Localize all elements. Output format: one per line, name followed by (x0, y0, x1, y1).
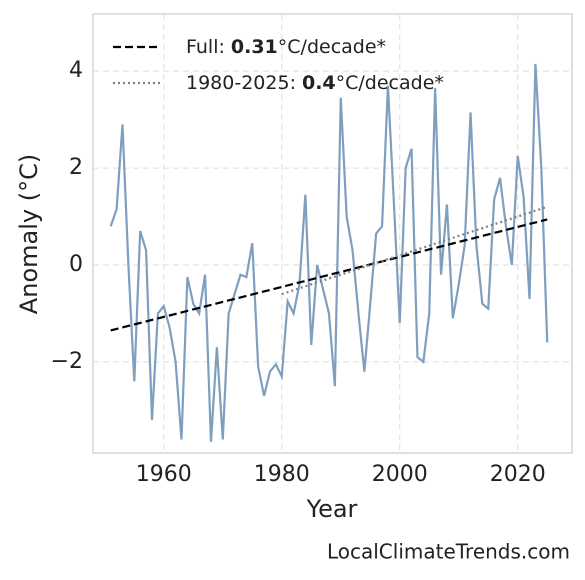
plot-frame (92, 13, 573, 454)
legend-unit: °C/decade* (336, 72, 444, 94)
watermark: LocalClimateTrends.com (327, 540, 570, 564)
legend-entry: 1980-2025: 0.4°C/decade* (186, 72, 444, 94)
y-tick-label: 0 (69, 252, 83, 277)
y-tick-label: 2 (69, 155, 83, 180)
legend-rate: 0.31 (231, 36, 278, 58)
trend-line (110, 218, 548, 332)
x-tick-label: 1980 (254, 462, 310, 487)
trend-line (281, 205, 548, 296)
y-axis-label: Anomaly (°C) (15, 154, 43, 314)
x-axis-label: Year (306, 495, 358, 523)
x-tick-label: 2000 (372, 462, 428, 487)
data-line (109, 63, 549, 442)
legend-name: 1980-2025: (186, 72, 296, 94)
legend-rate: 0.4 (302, 72, 336, 94)
x-tick-label: 2020 (490, 462, 546, 487)
x-tick-label: 1960 (136, 462, 192, 487)
y-tick-label: 4 (69, 58, 83, 83)
legend-unit: °C/decade* (278, 36, 386, 58)
legend-name: Full: (186, 36, 225, 58)
y-tick-label: −2 (51, 349, 83, 374)
legend-entry: Full: 0.31°C/decade* (186, 36, 386, 58)
